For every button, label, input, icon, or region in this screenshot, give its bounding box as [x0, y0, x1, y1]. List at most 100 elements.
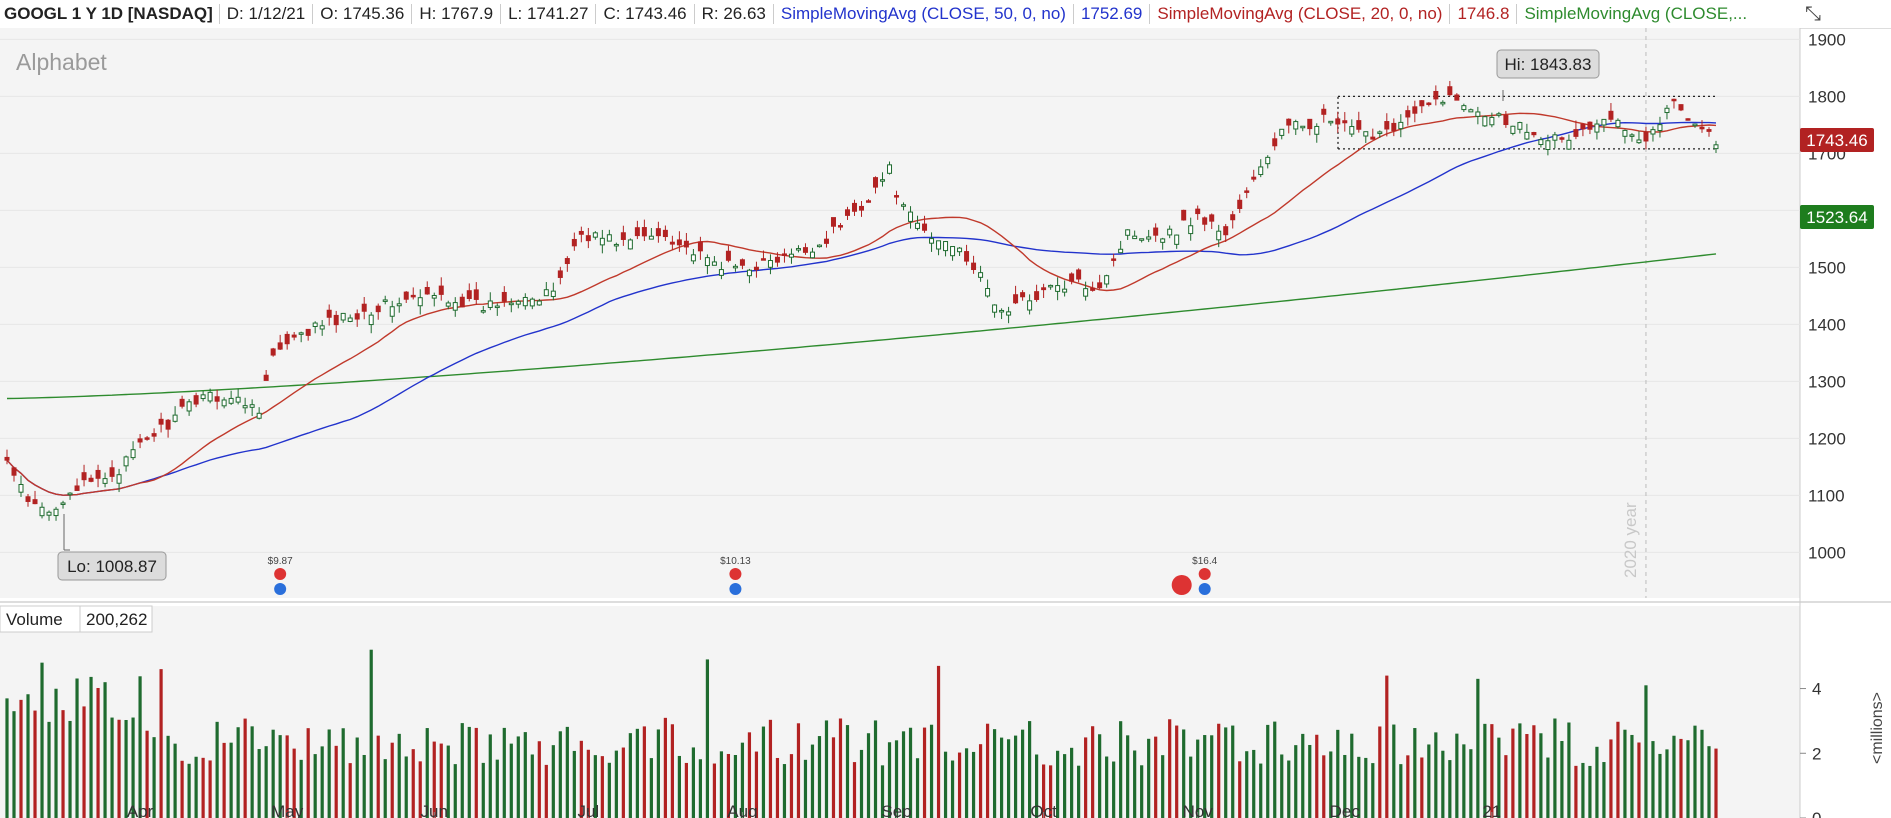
volume-bar: [432, 741, 436, 818]
time-tick-label: Oct: [1030, 802, 1057, 818]
volume-bar: [1434, 732, 1438, 818]
candle-body: [1272, 138, 1278, 147]
volume-bar: [880, 765, 885, 818]
candle: [578, 226, 584, 243]
volume-bar: [299, 759, 303, 818]
volume-bar: [1231, 725, 1235, 818]
candle-body: [46, 511, 52, 516]
volume-bar: [1406, 755, 1410, 818]
volume-bar: [1273, 721, 1277, 818]
earnings-icon: [274, 568, 287, 580]
price-tick-label: 1900: [1808, 30, 1846, 49]
candle: [508, 298, 514, 313]
candle-body: [221, 399, 227, 407]
candle: [1454, 93, 1460, 101]
candle: [1587, 121, 1593, 135]
candle: [1489, 112, 1495, 128]
candle: [445, 300, 451, 310]
collapse-icon[interactable]: ⤡: [1805, 3, 1821, 25]
candle-body: [676, 239, 682, 246]
volume-bar: [1035, 754, 1039, 818]
candle-body: [1461, 105, 1467, 111]
candle-body: [1398, 121, 1404, 130]
candle-body: [256, 412, 262, 419]
last-close-value: 1743.46: [1806, 131, 1867, 150]
candle-body: [1356, 120, 1362, 130]
candle: [1293, 119, 1299, 135]
candle: [291, 331, 297, 341]
sma20-label[interactable]: SimpleMovingAvg (CLOSE, 20, 0, no): [1149, 4, 1449, 24]
candle: [704, 254, 710, 275]
candle: [221, 397, 227, 409]
low-field: L: 1741.27: [500, 4, 595, 24]
volume-bar: [852, 762, 857, 818]
candle: [1622, 129, 1628, 144]
candle-body: [1419, 100, 1425, 107]
candle: [1258, 159, 1264, 178]
symbol-label[interactable]: GOOGL 1 Y 1D [NASDAQ]: [4, 4, 213, 23]
candle: [1069, 272, 1075, 285]
candle: [1398, 114, 1404, 138]
candle-body: [1566, 139, 1572, 150]
candle-body: [1440, 101, 1446, 105]
dividend-marker: $9.87: [268, 556, 293, 595]
candle: [676, 231, 682, 252]
candle: [957, 247, 963, 257]
candle: [452, 297, 458, 317]
candle: [732, 264, 738, 272]
volume-bar: [439, 743, 443, 818]
candle: [1202, 216, 1208, 232]
price-tick-label: 1500: [1808, 258, 1846, 277]
candle: [375, 303, 381, 320]
candle: [830, 217, 836, 234]
volume-bar: [1182, 729, 1186, 818]
candle: [1027, 294, 1033, 315]
candle-body: [739, 259, 745, 266]
price-chart[interactable]: 2020 year 100011001200130014001500160017…: [0, 28, 1891, 818]
candle-body: [1174, 234, 1180, 245]
volume-bar: [474, 727, 478, 818]
volume-bar: [1399, 764, 1403, 818]
candle: [936, 240, 942, 256]
candle: [1111, 253, 1117, 267]
candle: [634, 220, 640, 240]
volume-bar: [565, 726, 569, 818]
volume-bar: [593, 755, 597, 818]
volume-bar: [145, 730, 149, 818]
volume-bar: [96, 687, 100, 818]
sma200-label[interactable]: SimpleMovingAvg (CLOSE,...: [1516, 4, 1754, 24]
candle-body: [613, 243, 619, 247]
candle: [795, 245, 801, 253]
sma50-label[interactable]: SimpleMovingAvg (CLOSE, 50, 0, no): [772, 4, 1073, 24]
candle-body: [662, 229, 668, 238]
time-tick-label: 21: [1482, 802, 1501, 818]
candle: [1300, 125, 1306, 132]
candle: [1531, 131, 1537, 138]
volume-bar: [1280, 754, 1284, 818]
candle: [298, 331, 304, 343]
volume-bar: [89, 676, 93, 818]
candle: [60, 500, 66, 509]
volume-bar: [5, 698, 9, 818]
candle: [389, 300, 395, 323]
volume-bar: [1350, 733, 1354, 818]
candle-body: [851, 202, 857, 212]
candle-body: [1405, 110, 1411, 118]
dividend-icon: [729, 583, 742, 595]
candle: [802, 243, 808, 255]
candle-body: [1601, 118, 1607, 126]
candle: [859, 201, 864, 217]
candle-body: [1314, 125, 1320, 135]
candle-body: [690, 254, 696, 262]
volume-bar: [761, 726, 766, 818]
candle: [459, 293, 465, 308]
volume-bar: [1637, 742, 1641, 818]
candle-body: [1454, 94, 1460, 101]
volume-bar: [82, 706, 86, 818]
candle: [641, 219, 647, 242]
candle: [228, 390, 234, 405]
candle: [396, 297, 402, 313]
volume-bar: [1322, 755, 1326, 818]
candle-body: [361, 303, 367, 312]
